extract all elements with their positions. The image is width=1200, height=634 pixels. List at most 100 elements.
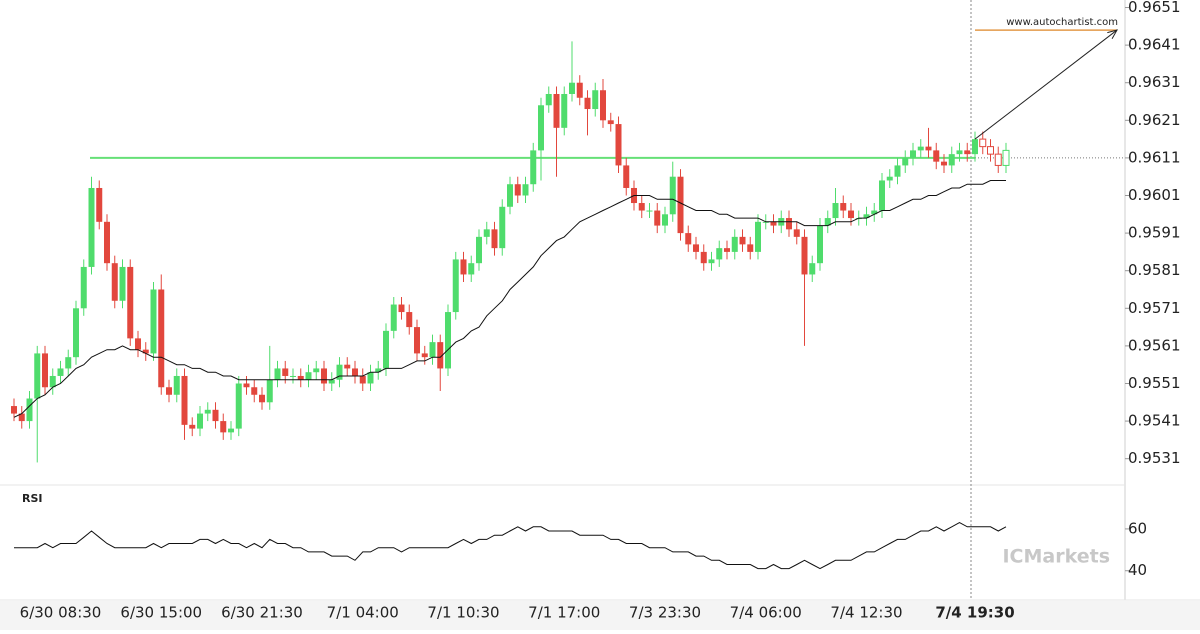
candle-body (65, 357, 72, 369)
y-tick-label: 0.9591 (1128, 224, 1181, 242)
candle-body (507, 184, 513, 207)
candle-body (437, 342, 444, 369)
candle-body (166, 387, 172, 395)
y-tick-label: 0.9551 (1128, 374, 1181, 392)
candle-body (352, 368, 358, 376)
rsi-label: RSI (22, 492, 43, 505)
candle-body (111, 263, 118, 301)
candle-body (189, 424, 196, 429)
candle-body (88, 187, 95, 267)
candle-body (1002, 149, 1010, 166)
y-tick-label: 0.9641 (1128, 36, 1181, 54)
candle-body (809, 263, 816, 275)
candle-body (848, 210, 854, 219)
candle-body (328, 379, 335, 384)
candle-body (755, 221, 761, 252)
candle-body (693, 244, 699, 252)
rsi-tick-label: 40 (1128, 561, 1147, 579)
candle-body (522, 184, 529, 196)
candle-body (499, 206, 506, 249)
candle-body (127, 266, 134, 339)
candle-body (135, 338, 141, 350)
candle-body (251, 387, 258, 395)
candle-body (150, 289, 157, 354)
candle-body (592, 90, 599, 110)
candle-body (747, 244, 754, 252)
candle-body (34, 353, 41, 399)
candle-body (266, 379, 273, 403)
candle-body (600, 90, 606, 121)
y-tick-label: 0.9621 (1128, 111, 1181, 129)
candle-body (871, 210, 878, 215)
candle-body (158, 289, 165, 388)
candle-body (142, 349, 149, 354)
target-label: www.autochartist.com (1006, 17, 1118, 28)
watermark: ICMarkets (1002, 546, 1110, 568)
candle-body (793, 229, 800, 237)
x-tick-label: 7/3 23:30 (629, 604, 701, 622)
candle-body (948, 154, 955, 166)
candle-body (468, 263, 475, 275)
candle-body (460, 259, 467, 275)
candle-body (894, 165, 901, 177)
candle-body (228, 428, 234, 433)
y-tick-label: 0.9531 (1128, 449, 1181, 467)
candle-body (282, 368, 289, 376)
candle-body (786, 218, 792, 230)
x-axis-band (0, 601, 1200, 630)
candle-body (80, 266, 87, 309)
candle-body (49, 375, 56, 388)
candle-body (359, 375, 366, 384)
candle-body (104, 221, 110, 264)
rsi-line (14, 522, 1007, 570)
candle-body (770, 221, 777, 226)
y-tick-label: 0.9581 (1128, 261, 1181, 279)
candle-body (972, 139, 978, 155)
candle-body (623, 165, 630, 188)
candle-body (313, 368, 320, 373)
x-tick-label: 6/30 21:30 (221, 604, 303, 622)
x-tick-label: 7/4 12:30 (830, 604, 902, 622)
candle-body (73, 308, 79, 358)
moving-average (13, 180, 1006, 418)
arrow-head (1107, 29, 1119, 40)
candle-body (259, 394, 265, 403)
candle-body (561, 93, 568, 128)
candle-body (491, 229, 498, 249)
x-tick-label: 7/1 17:00 (528, 604, 600, 622)
candle-body (646, 210, 653, 212)
candle-body (96, 187, 103, 222)
candle-body (42, 353, 48, 388)
candle-body (119, 266, 126, 301)
candle-body (514, 184, 521, 196)
candle-body (344, 364, 351, 369)
candle-body (390, 304, 397, 331)
y-tick-label: 0.9571 (1128, 299, 1181, 317)
candle-body (375, 368, 382, 373)
candle-body (724, 248, 730, 252)
candle-body (421, 353, 428, 358)
candle-body (654, 210, 661, 226)
candle-body (235, 383, 242, 429)
candle-body (801, 236, 808, 275)
candle-body (817, 225, 823, 264)
x-tick-label: 6/30 15:00 (120, 604, 202, 622)
candle-body (57, 368, 64, 376)
candle-body (584, 97, 591, 110)
candle-body (662, 214, 668, 226)
candle-body (429, 342, 436, 358)
candle-body (18, 413, 25, 422)
candle-body (321, 368, 327, 384)
x-tick-label: 7/1 04:00 (327, 604, 399, 622)
candle-body (173, 375, 180, 395)
candle-body (708, 259, 715, 264)
candle-body (669, 176, 676, 215)
candle-body (11, 406, 17, 414)
candle-body (716, 248, 723, 260)
candle-body (910, 150, 916, 158)
candle-body (994, 153, 1002, 166)
candle-body (979, 138, 987, 148)
candle-body (476, 236, 482, 264)
candle-body (181, 375, 188, 425)
candle-body (197, 413, 203, 429)
